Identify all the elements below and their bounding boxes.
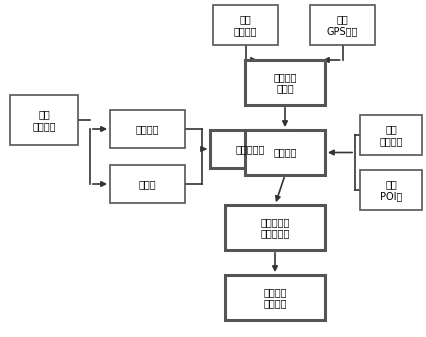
Text: 电缆井: 电缆井: [139, 179, 156, 189]
Text: 获取当前
经纬度: 获取当前 经纬度: [273, 72, 297, 93]
Bar: [110, 165, 185, 203]
Bar: [210, 130, 290, 168]
Bar: [225, 275, 325, 320]
Bar: [110, 110, 185, 148]
Text: 通过
道路名称: 通过 道路名称: [379, 124, 403, 146]
Bar: [360, 170, 422, 210]
Bar: [360, 115, 422, 155]
Bar: [10, 95, 78, 145]
Text: 通过
GPS模块: 通过 GPS模块: [327, 14, 358, 36]
Bar: [310, 5, 375, 45]
Text: 准备
基础数据: 准备 基础数据: [32, 109, 56, 131]
Bar: [245, 130, 325, 175]
Text: 获取要定位
设备经纬度: 获取要定位 设备经纬度: [260, 217, 290, 238]
Text: 通过
POI点: 通过 POI点: [380, 179, 402, 201]
Text: 通过
网络模块: 通过 网络模块: [234, 14, 257, 36]
Text: 电缆拓扑: 电缆拓扑: [136, 124, 159, 134]
Text: 在地图上
绘制设备: 在地图上 绘制设备: [263, 287, 287, 308]
Bar: [225, 205, 325, 250]
Text: 生成数据集: 生成数据集: [235, 144, 265, 154]
Text: 读取数据: 读取数据: [273, 148, 297, 157]
Bar: [213, 5, 278, 45]
Bar: [245, 60, 325, 105]
